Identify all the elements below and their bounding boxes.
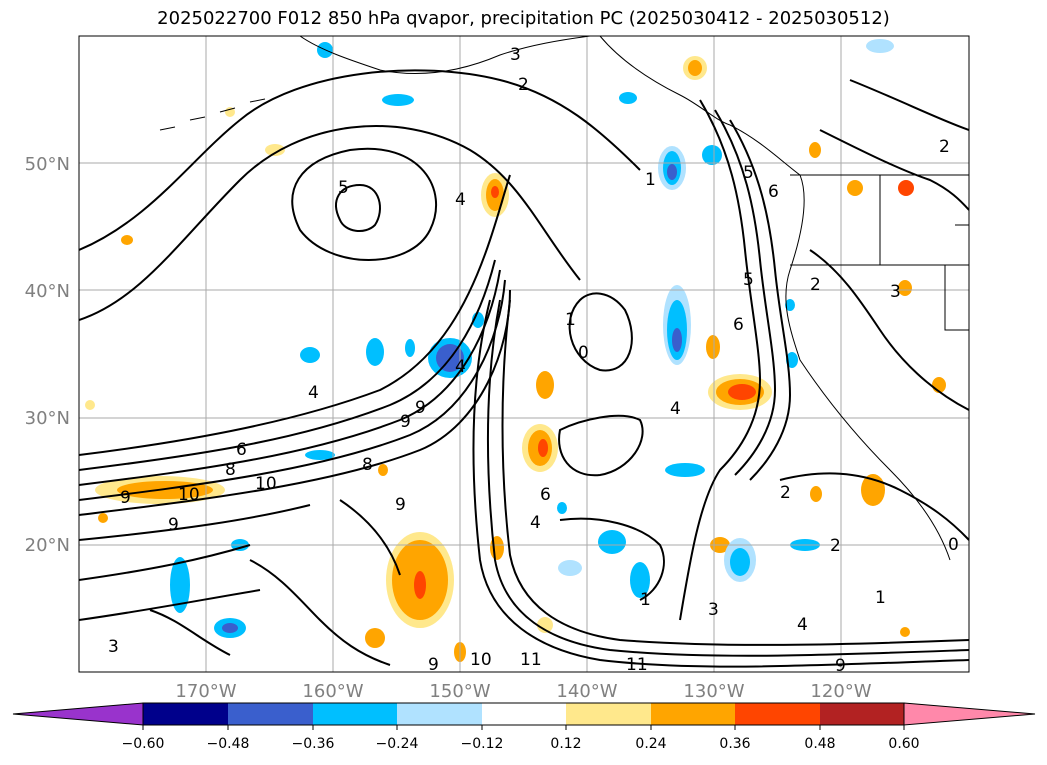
colorbar-tick-label: −0.12 [461, 736, 504, 752]
contour-label: 2 [939, 137, 950, 157]
contour-label: 9 [428, 655, 439, 675]
plot-area [79, 36, 969, 672]
lon-label-160w: 160°W [302, 681, 363, 702]
lon-label-130w: 130°W [683, 681, 744, 702]
contour-label: 10 [178, 485, 200, 505]
colorbar-segment [566, 703, 651, 725]
contour-label: 5 [743, 270, 754, 290]
contour-label: 9 [835, 656, 846, 676]
lat-label-30n: 30°N [25, 408, 70, 429]
colorbar-segment [397, 703, 482, 725]
latitude-labels: 50°N 40°N 30°N 20°N [25, 154, 70, 556]
colorbar: −0.60 −0.48 −0.36 −0.24 −0.12 0.12 0.24 … [12, 702, 1036, 752]
plot-frame [78, 35, 970, 673]
colorbar-segment [313, 703, 397, 725]
contour-label: 10 [470, 650, 492, 670]
contour-label: 4 [308, 383, 319, 403]
contour-label: 6 [236, 440, 247, 460]
contour-label: 4 [455, 357, 466, 377]
contour-label: 9 [395, 495, 406, 515]
contour-label: 1 [645, 170, 656, 190]
contour-label: 2 [810, 275, 821, 295]
colorbar-segment [482, 703, 566, 725]
contour-label: 1 [875, 588, 886, 608]
contour-label: 5 [743, 163, 754, 183]
contour-label: 2 [780, 483, 791, 503]
colorbar-tick-label: −0.24 [376, 736, 419, 752]
colorbar-extend-high [903, 702, 1036, 726]
contour-label: 4 [670, 399, 681, 419]
contour-label: 9 [168, 515, 179, 535]
contour-label: 2 [518, 75, 529, 95]
contour-label: 4 [455, 190, 466, 210]
contour-label: 6 [733, 315, 744, 335]
colorbar-tick-label: −0.60 [122, 736, 165, 752]
longitude-labels: 170°W 160°W 150°W 140°W 130°W 120°W [175, 681, 871, 702]
contour-label: 0 [948, 535, 959, 555]
colorbar-frame [142, 702, 905, 726]
precip-shading [85, 39, 946, 662]
colorbar-segment [228, 703, 313, 725]
contour-label: 5 [338, 178, 349, 198]
colorbar-tick-label: 0.12 [550, 736, 581, 752]
colorbar-segment [143, 703, 228, 725]
contour-label: 3 [108, 637, 119, 657]
colorbar-tick-label: 0.60 [888, 736, 919, 752]
contour-label: 9 [120, 488, 131, 508]
colorbar-segment [820, 703, 904, 725]
colorbar-tick-label: 0.24 [635, 736, 666, 752]
lat-label-20n: 20°N [25, 535, 70, 556]
contour-label: 4 [797, 615, 808, 635]
colorbar-tick-label: 0.36 [719, 736, 750, 752]
contour-label: 11 [520, 650, 542, 670]
lat-label-40n: 40°N [25, 281, 70, 302]
contour-label: 3 [708, 600, 719, 620]
contour-label: 10 [255, 474, 277, 494]
contour-label: 8 [225, 460, 236, 480]
contour-label: 9 [400, 412, 411, 432]
colorbar-extend-low [12, 702, 144, 726]
lon-label-170w: 170°W [175, 681, 236, 702]
lon-label-150w: 150°W [429, 681, 490, 702]
contour-label: 1 [565, 310, 576, 330]
colorbar-segment [735, 703, 820, 725]
contour-labels: 3 2 5 4 4 6 8 10 9 9 1 0 6 5 4 4 1 6 8 4… [108, 45, 959, 676]
contour-label: 3 [890, 282, 901, 302]
contour-label: 2 [830, 536, 841, 556]
graticule [79, 36, 969, 672]
contour-label: 1 [640, 590, 651, 610]
lat-label-50n: 50°N [25, 154, 70, 175]
contour-label: 6 [768, 182, 779, 202]
colorbar-tick-label: −0.36 [292, 736, 335, 752]
contour-label: 11 [626, 655, 648, 675]
map-title: 2025022700 F012 850 hPa qvapor, precipit… [157, 8, 890, 29]
contour-label: 3 [510, 45, 521, 65]
contour-label: 4 [530, 513, 541, 533]
lon-label-120w: 120°W [810, 681, 871, 702]
contour-label: 6 [540, 485, 551, 505]
qvapor-contours [79, 69, 969, 668]
colorbar-segment [651, 703, 735, 725]
colorbar-tick-label: −0.48 [207, 736, 250, 752]
lon-label-140w: 140°W [556, 681, 617, 702]
colorbar-tick-label: 0.48 [804, 736, 835, 752]
contour-label: 8 [362, 455, 373, 475]
contour-label: 0 [578, 343, 589, 363]
contour-label: 9 [415, 398, 426, 418]
